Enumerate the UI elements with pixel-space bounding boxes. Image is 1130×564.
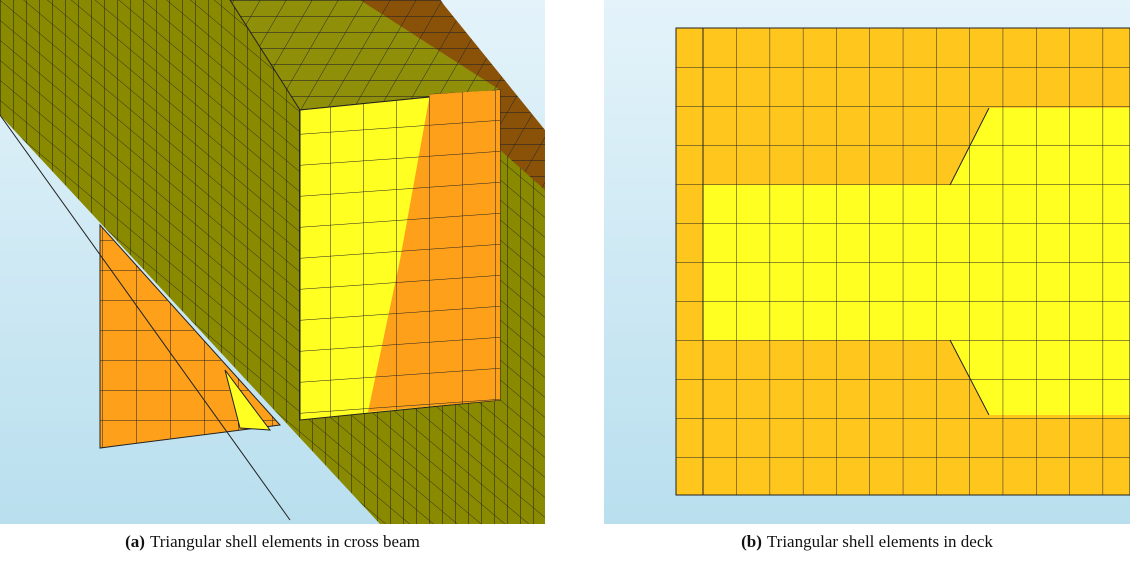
caption-label: (a) (125, 532, 145, 551)
figure-a-image (0, 0, 545, 524)
caption-a: (a) Triangular shell elements in cross be… (0, 532, 545, 552)
caption-b: (b) Triangular shell elements in deck (604, 532, 1130, 552)
caption-text: Triangular shell elements in cross beam (150, 532, 420, 551)
figure-b-image (604, 0, 1130, 524)
caption-text: Triangular shell elements in deck (767, 532, 993, 551)
page: (a) Triangular shell elements in cross be… (0, 0, 1130, 564)
caption-label: (b) (741, 532, 762, 551)
